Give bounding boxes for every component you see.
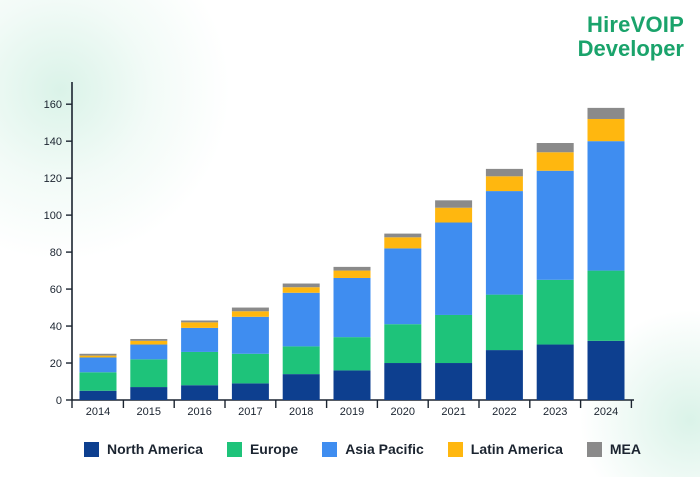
bar-segment-europe [130,359,168,388]
bar-segment-europe [587,270,625,341]
x-tick-label: 2023 [543,406,567,418]
legend-item-mea: MEA [586,441,641,457]
legend-item-asia-pacific: Asia Pacific [322,441,424,457]
legend-label: North America [107,441,203,457]
bar-segment-asia-pacific [435,222,473,315]
bar-segment-north-america [79,390,117,400]
bar-segment-europe [181,351,219,386]
y-tick-label: 120 [44,173,62,185]
bar-segment-north-america [333,370,371,400]
bar-segment-north-america [282,374,320,400]
y-tick-label: 100 [44,210,62,222]
x-tick-label: 2018 [289,406,313,418]
y-tick-label: 160 [44,99,62,111]
bar-segment-asia-pacific [231,316,269,354]
legend-swatch [447,441,463,457]
bar-segment-europe [282,346,320,375]
bar-segment-north-america [435,363,473,400]
bar-segment-europe [485,294,523,351]
bar-segment-asia-pacific [536,170,574,280]
chart-legend: North America Europe Asia Pacific Latin Ame… [84,441,665,457]
brand-logo: HireVOIP Developer [578,14,684,60]
bar-segment-europe [384,324,422,364]
legend-item-north-america: North America [84,441,203,457]
bar-segment-asia-pacific [384,248,422,325]
bar-segment-mea [282,283,320,288]
legend-item-europe: Europe [226,441,299,457]
legend-label: MEA [609,441,641,457]
bar-segment-latin-america [130,340,168,345]
bar-segment-north-america [181,385,219,400]
bar-segment-latin-america [231,311,269,317]
bar-segment-europe [333,337,371,371]
legend-label: Asia Pacific [345,441,424,457]
bar-segment-asia-pacific [485,191,523,295]
legend-label: Europe [249,441,299,457]
x-tick-label: 2024 [594,406,618,418]
legend-item-latin-america: Latin America [447,441,563,457]
bar-segment-europe [435,314,473,364]
bar-segment-north-america [485,350,523,400]
y-tick-label: 40 [50,321,62,333]
x-tick-label: 2016 [187,406,211,418]
x-tick-label: 2022 [492,406,516,418]
bar-segment-asia-pacific [282,292,320,347]
x-tick-label: 2014 [86,406,110,418]
legend-swatch [226,441,242,457]
y-tick-label: 80 [50,247,62,259]
bar-segment-europe [536,279,574,345]
bar-segment-asia-pacific [181,327,219,352]
bar-segment-mea [333,266,371,271]
y-tick-label: 20 [50,358,62,370]
logo-line-2: Developer [577,36,684,61]
bar-segment-mea [384,233,422,238]
bar-segment-asia-pacific [333,277,371,338]
stacked-bar-chart: 0 20 40 60 80 100 120 140 160 2014 2015 2016 2017 201… [44,82,634,418]
bar-segment-north-america [231,383,269,400]
bar-segment-north-america [587,340,625,400]
legend-swatch [586,441,602,457]
bar-segment-north-america [130,387,168,400]
y-tick-label: 0 [56,395,62,407]
bar-segment-mea [79,353,117,356]
bar-segment-latin-america [384,237,422,249]
bar-segment-latin-america [587,118,625,142]
bar-segment-mea [435,200,473,208]
bar-segment-asia-pacific [79,357,117,373]
bar-segment-mea [587,107,625,119]
x-tick-label: 2015 [137,406,161,418]
bar-segment-europe [79,372,117,391]
legend-label: Latin America [470,441,563,457]
legend-swatch [322,441,338,457]
bar-segment-latin-america [282,287,320,293]
y-tick-label: 60 [50,284,62,296]
x-tick-label: 2020 [391,406,415,418]
x-tick-label: 2021 [441,406,465,418]
bar-segment-latin-america [181,322,219,328]
logo-line-1: HireVOIP [587,12,684,37]
bar-segment-mea [231,307,269,312]
bar-segment-europe [231,353,269,384]
bar-segment-latin-america [485,176,523,192]
bar-segment-latin-america [79,355,117,358]
bar-segment-mea [536,143,574,153]
x-tick-label: 2019 [340,406,364,418]
bar-segment-latin-america [333,270,371,278]
bar-segment-latin-america [435,207,473,223]
bar-segment-north-america [384,363,422,400]
y-tick-label: 140 [44,136,62,148]
bar-segment-asia-pacific [587,141,625,271]
bar-segment-north-america [536,344,574,400]
bar-segment-latin-america [536,152,574,171]
bar-segment-mea [130,338,168,341]
bar-segment-mea [485,168,523,177]
x-tick-label: 2017 [238,406,262,418]
bar-segment-asia-pacific [130,344,168,360]
legend-swatch [84,441,99,457]
bar-segment-mea [181,320,219,323]
